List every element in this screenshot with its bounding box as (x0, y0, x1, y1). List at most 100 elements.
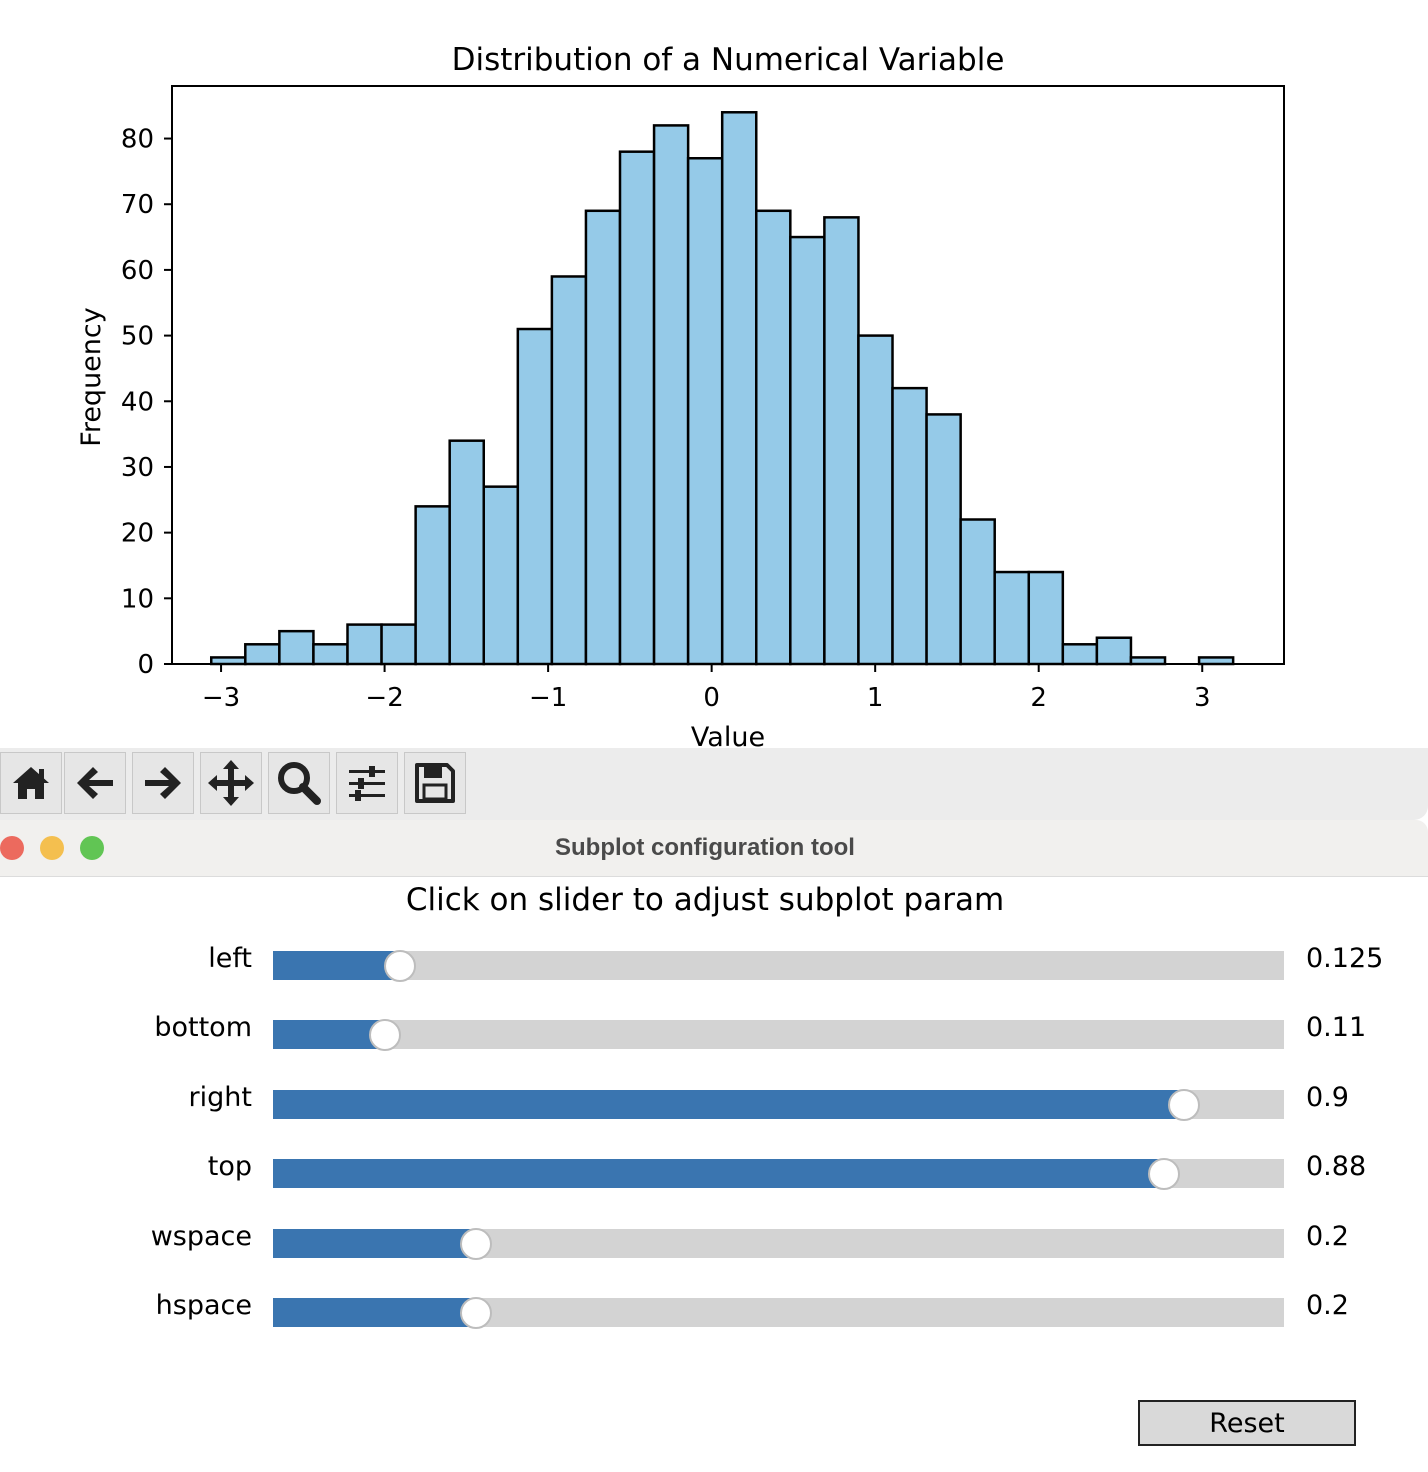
slider-fill (273, 1228, 476, 1258)
slider-fill (273, 1298, 476, 1327)
slider-knob[interactable] (1147, 1158, 1180, 1191)
subplot-config-icon (349, 766, 385, 801)
slider-row-top: top 0.88 (0, 1149, 1428, 1191)
x-tick-label: −1 (529, 683, 567, 713)
slider-row-hspace: hspace 0.2 (0, 1288, 1428, 1329)
y-axis-label: Frequency (76, 307, 107, 447)
slider-value: 0.2 (1306, 1290, 1349, 1321)
x-tick-label: 1 (867, 683, 884, 713)
slider-top[interactable] (273, 1158, 1284, 1191)
slider-row-right: right 0.9 (0, 1080, 1428, 1121)
slider-value: 0.125 (1306, 943, 1384, 974)
zoom-window-button[interactable] (80, 836, 104, 860)
y-tick-label: 70 (121, 190, 154, 220)
x-tick-label: −3 (202, 683, 240, 713)
slider-bottom[interactable] (273, 1019, 1284, 1052)
forward-button[interactable] (132, 752, 194, 814)
chart-area: −3 −2 −1 0 1 2 3 0 10 20 30 40 50 60 70 80 Distribution … (76, 42, 1285, 748)
slider-label: left (208, 943, 252, 974)
histogram-bar (1095, 636, 1133, 666)
histogram-bar (925, 413, 962, 666)
histogram-chart: −3 −2 −1 0 1 2 301020304050607080Distribution … (76, 42, 1285, 748)
y-tick-label: 30 (121, 453, 154, 483)
histogram-bar (618, 150, 656, 666)
slider-fill (273, 951, 400, 980)
slider-knob[interactable] (460, 1227, 493, 1260)
x-tick-label: 0 (703, 683, 720, 713)
pan-icon (208, 760, 254, 806)
navigation-toolbar (0, 748, 1428, 820)
slider-label: bottom (154, 1012, 252, 1044)
slider-value: 0.9 (1306, 1081, 1349, 1113)
reset-button[interactable]: Reset (1138, 1400, 1356, 1446)
slider-fill (273, 1159, 1163, 1189)
slider-value: 0.2 (1306, 1220, 1349, 1252)
y-tick-label: 20 (121, 519, 154, 549)
histogram-bar (959, 518, 996, 666)
y-tick-label: 10 (121, 584, 154, 614)
slider-knob[interactable] (369, 1019, 402, 1052)
slider-knob[interactable] (384, 950, 417, 982)
histogram-bar (550, 275, 588, 666)
close-window-button[interactable] (0, 836, 24, 860)
zoom-icon (278, 762, 321, 805)
slider-right[interactable] (273, 1088, 1284, 1121)
y-tick-label: 50 (121, 322, 154, 352)
home-icon (13, 767, 49, 799)
subplot-config-dialog: Subplot configuration tool Click on slid… (0, 820, 1428, 1472)
plot-frame (171, 85, 1285, 665)
instruction-text: Click on slider to adjust subplot param (405, 882, 1005, 918)
y-tick-label: 80 (121, 125, 154, 155)
histogram-bar (448, 439, 486, 666)
pan-button[interactable] (200, 752, 262, 814)
histogram-bar (414, 505, 451, 666)
back-arrow-icon (77, 767, 113, 799)
slider-label: right (188, 1081, 252, 1113)
histogram-bar (686, 157, 724, 666)
zoom-button[interactable] (268, 752, 330, 814)
dialog-title: Subplot configuration tool (555, 834, 855, 861)
histogram-bar (720, 111, 758, 666)
slider-fill (273, 1089, 1183, 1119)
histogram-bar (1061, 643, 1099, 666)
histogram-bar (346, 623, 383, 666)
slider-value: 0.11 (1306, 1012, 1367, 1044)
histogram-bar (380, 623, 417, 666)
slider-row-left: left 0.125 (0, 941, 1428, 982)
slider-label: top (207, 1151, 252, 1183)
slider-wspace[interactable] (273, 1227, 1284, 1260)
back-button[interactable] (64, 752, 126, 814)
chart-title: Distribution of a Numerical Variable (452, 42, 1005, 78)
slider-knob[interactable] (1167, 1088, 1200, 1121)
home-button[interactable] (0, 752, 62, 814)
x-tick-label: 3 (1194, 683, 1211, 713)
subplot-config-button[interactable] (336, 752, 398, 814)
x-tick-label: −2 (365, 683, 403, 713)
histogram-bar (1027, 570, 1065, 666)
slider-hspace[interactable] (273, 1297, 1284, 1329)
histogram-bar (857, 334, 894, 666)
slider-label: hspace (155, 1290, 252, 1321)
histogram-bar (584, 209, 622, 666)
histogram-bar (652, 124, 690, 666)
slider-value: 0.88 (1306, 1151, 1367, 1183)
histogram-bar (823, 216, 860, 666)
histogram-bar (244, 643, 281, 666)
histogram-bar (993, 570, 1031, 666)
x-tick-label: 2 (1030, 683, 1047, 713)
y-tick-label: 0 (137, 650, 154, 680)
slider-left[interactable] (273, 950, 1284, 982)
histogram-bar (278, 629, 315, 666)
histogram-bar (516, 327, 554, 666)
slider-knob[interactable] (460, 1297, 493, 1329)
dialog-titlebar[interactable]: Subplot configuration tool (0, 820, 1428, 877)
histogram-bar (891, 386, 928, 666)
slider-label: wspace (150, 1220, 252, 1252)
slider-row-wspace: wspace 0.2 (0, 1219, 1428, 1260)
forward-arrow-icon (145, 767, 181, 799)
histogram-bar (789, 235, 826, 666)
save-button[interactable] (404, 752, 466, 814)
histogram-bar (755, 209, 792, 666)
x-axis-label: Value (691, 722, 765, 748)
minimize-window-button[interactable] (40, 836, 64, 860)
